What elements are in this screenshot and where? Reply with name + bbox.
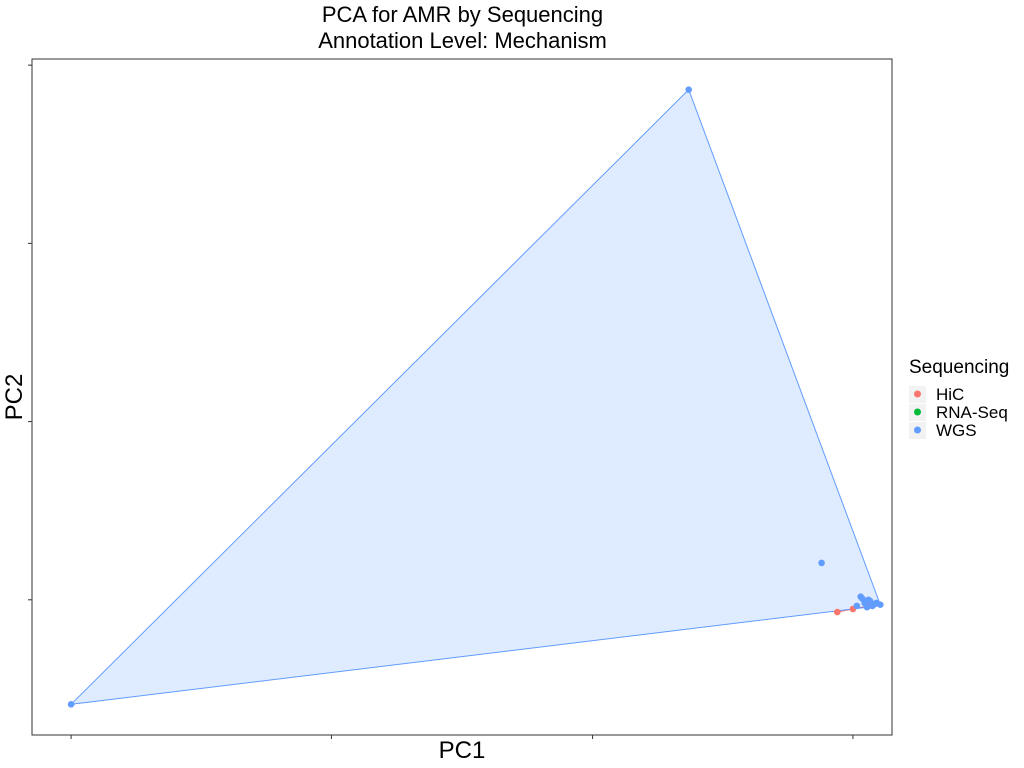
data-point-wgs	[818, 559, 825, 567]
y-axis-label: PC2	[1, 374, 28, 421]
data-point-wgs	[866, 597, 874, 605]
y-axis-ticks	[28, 64, 32, 601]
hull-wgs	[69, 88, 881, 705]
plot-panel-border	[31, 58, 893, 736]
data-point-wgs	[877, 601, 884, 608]
data-point-wgs	[871, 600, 879, 608]
x-axis-ticks	[70, 735, 854, 739]
legend-label-wgs: WGS	[936, 421, 977, 440]
point-layer	[67, 86, 884, 708]
data-point-wgs	[67, 701, 75, 708]
chart-title-line-2: Annotation Level: Mechanism	[318, 28, 607, 53]
legend-key-rna-seq	[914, 408, 921, 416]
data-point-wgs	[853, 602, 861, 610]
legend-label-hic: HiC	[936, 385, 964, 404]
x-axis-label: PC1	[439, 737, 486, 764]
hull-layer	[69, 88, 881, 705]
legend-title: Sequencing	[909, 357, 1009, 378]
legend-key-wgs	[914, 426, 921, 434]
data-point-wgs	[685, 86, 692, 93]
data-point-wgs	[859, 595, 866, 602]
legend-key-hic	[914, 390, 921, 398]
data-point-wgs	[863, 603, 871, 611]
legend-label-rna-seq: RNA-Seq	[936, 403, 1008, 422]
chart-title-line-1: PCA for AMR by Sequencing	[321, 2, 604, 27]
data-point-hic	[834, 608, 841, 616]
